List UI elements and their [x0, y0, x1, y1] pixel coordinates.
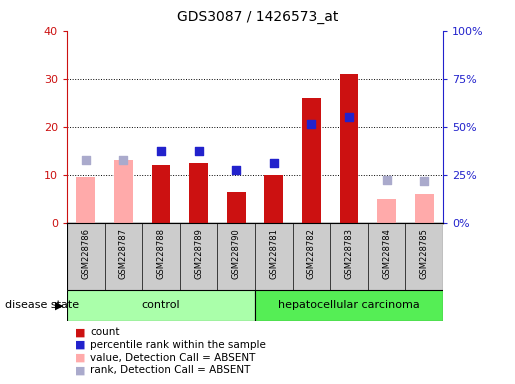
Text: ■: ■: [75, 327, 85, 337]
Bar: [377, 199, 396, 223]
Text: GSM228785: GSM228785: [420, 228, 428, 279]
Bar: [255, 290, 443, 321]
Text: GSM228788: GSM228788: [157, 228, 165, 279]
Text: ■: ■: [75, 340, 85, 350]
Text: GSM228787: GSM228787: [119, 228, 128, 279]
Text: GSM228782: GSM228782: [307, 228, 316, 279]
Bar: [67, 290, 255, 321]
Text: GSM228789: GSM228789: [194, 228, 203, 279]
Bar: [76, 177, 95, 223]
Point: [157, 148, 165, 154]
Text: rank, Detection Call = ABSENT: rank, Detection Call = ABSENT: [90, 365, 250, 375]
Bar: [114, 161, 133, 223]
Bar: [302, 98, 321, 223]
Text: GSM228781: GSM228781: [269, 228, 278, 279]
Text: ■: ■: [75, 353, 85, 362]
Text: disease state: disease state: [5, 300, 79, 310]
Text: GDS3087 / 1426573_at: GDS3087 / 1426573_at: [177, 10, 338, 23]
Bar: [189, 163, 208, 223]
Text: value, Detection Call = ABSENT: value, Detection Call = ABSENT: [90, 353, 255, 362]
Text: count: count: [90, 327, 119, 337]
Text: ■: ■: [75, 365, 85, 375]
Point: [232, 167, 240, 173]
Bar: [339, 74, 358, 223]
Point: [382, 177, 390, 183]
Text: GSM228790: GSM228790: [232, 228, 241, 279]
Point: [81, 157, 90, 164]
Text: percentile rank within the sample: percentile rank within the sample: [90, 340, 266, 350]
Bar: [151, 165, 170, 223]
Point: [345, 114, 353, 120]
Point: [420, 178, 428, 185]
Text: control: control: [142, 300, 180, 310]
Bar: [264, 175, 283, 223]
Point: [195, 148, 203, 154]
Text: hepatocellular carcinoma: hepatocellular carcinoma: [278, 300, 420, 310]
Text: GSM228783: GSM228783: [345, 228, 353, 279]
Point: [269, 160, 278, 166]
Point: [119, 157, 128, 164]
Text: GSM228784: GSM228784: [382, 228, 391, 279]
Bar: [415, 194, 434, 223]
Text: ▶: ▶: [55, 300, 63, 310]
Bar: [227, 192, 246, 223]
Text: GSM228786: GSM228786: [81, 228, 90, 279]
Point: [307, 121, 315, 127]
